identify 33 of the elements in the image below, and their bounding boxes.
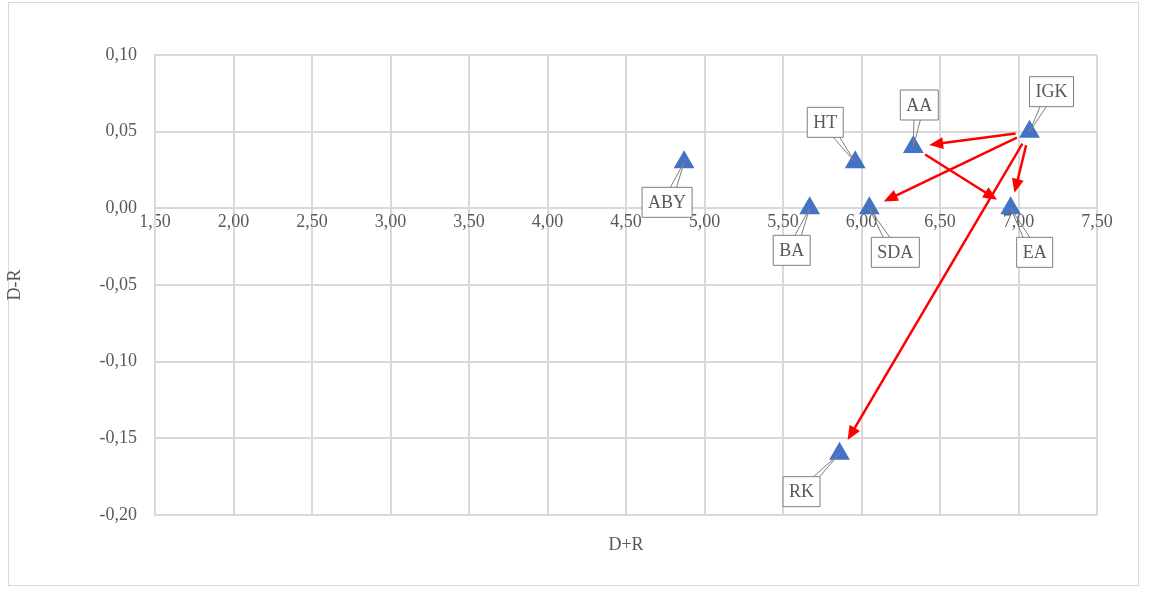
- x-tick-label: 6,50: [924, 210, 956, 231]
- y-tick-label: 0,10: [105, 43, 137, 64]
- x-tick-label: 7,00: [1002, 210, 1035, 231]
- annotation: HT: [813, 112, 838, 133]
- point: [859, 197, 880, 215]
- point: [845, 151, 865, 169]
- point: [1000, 197, 1021, 215]
- x-tick-label: 6,00: [845, 210, 878, 231]
- annotation: SDA: [877, 242, 914, 263]
- x-tick-label: 7,50: [1081, 210, 1113, 231]
- y-tick-label: -0,20: [99, 503, 137, 524]
- x-tick-label: 4,50: [610, 210, 642, 231]
- x-axis-title: D+R: [607, 534, 645, 555]
- annotation: BA: [779, 240, 805, 261]
- annotation: EA: [1022, 242, 1047, 263]
- y-axis-title: D-R: [3, 269, 24, 301]
- x-tick-label: 5,50: [767, 210, 799, 231]
- annotation: IGK: [1035, 81, 1068, 102]
- annotation: ABY: [648, 192, 687, 213]
- point: [1019, 120, 1040, 138]
- x-tick-label: 3,00: [374, 210, 407, 231]
- x-tick-label: 4,00: [531, 210, 564, 231]
- annotation: RK: [789, 481, 815, 502]
- y-tick-label: -0,05: [99, 273, 137, 294]
- x-tick-label: 3,50: [453, 210, 485, 231]
- x-tick-label: 2,50: [296, 210, 328, 231]
- y-tick-label: 0,05: [105, 120, 137, 141]
- x-tick-label: 5,00: [688, 210, 721, 231]
- annotation: AA: [906, 94, 933, 115]
- y-tick-label: -0,10: [99, 350, 137, 371]
- y-tick-label: -0,15: [99, 427, 137, 448]
- y-tick-label: 0,00: [105, 197, 137, 218]
- x-tick-label: 2,00: [217, 210, 250, 231]
